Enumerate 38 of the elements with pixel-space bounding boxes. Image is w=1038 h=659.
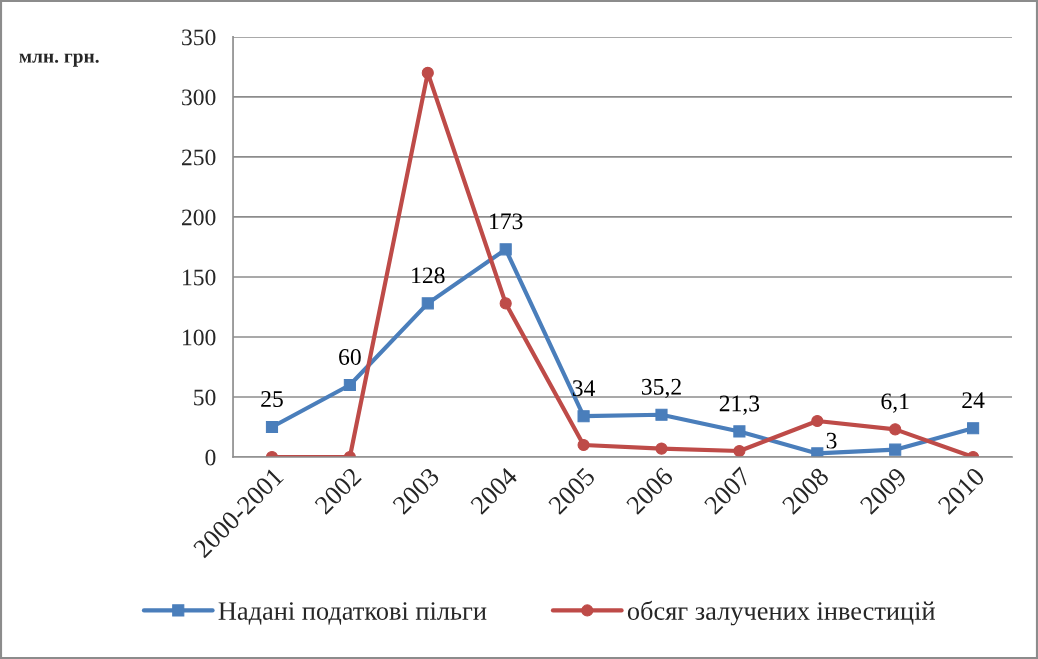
- y-tick-label: 0: [205, 449, 216, 466]
- point: [343, 378, 356, 392]
- point: [967, 422, 980, 435]
- point: [577, 438, 590, 452]
- y-tick-label: 300: [182, 89, 216, 106]
- y-tick-label: 200: [181, 209, 216, 226]
- point: [811, 447, 824, 458]
- legend-label: Надані податкові пільги: [218, 602, 487, 625]
- data-label: 24: [962, 392, 985, 408]
- y-tick-label: 250: [181, 149, 216, 166]
- point: [655, 408, 668, 421]
- y-tick-label: 50: [194, 389, 216, 406]
- data-label: 3: [826, 432, 837, 449]
- point: [655, 442, 668, 455]
- data-label: 35,2: [641, 378, 681, 399]
- point: [889, 423, 902, 436]
- data-label: 6,1: [881, 393, 909, 413]
- point: [499, 243, 512, 256]
- point: [421, 66, 434, 79]
- data-label: 21,3: [719, 395, 760, 415]
- point: [421, 297, 434, 310]
- data-label: 60: [339, 348, 361, 365]
- legend-label: обсяг залучених інвестицій: [627, 600, 935, 626]
- point: [889, 443, 902, 456]
- point: [577, 410, 590, 423]
- data-label: 34: [572, 380, 596, 397]
- y-tick-label: 350: [182, 29, 216, 46]
- point: [733, 444, 746, 458]
- point: [733, 425, 746, 438]
- point: [811, 414, 824, 428]
- data-label: 128: [412, 267, 445, 284]
- y-tick-label: 150: [183, 269, 216, 286]
- y-tick-label: 100: [183, 329, 216, 346]
- point: [265, 420, 279, 434]
- y-axis-title: млн. грн.: [19, 53, 99, 67]
- data-label: 173: [490, 213, 523, 230]
- point: [499, 297, 512, 310]
- data-label: 25: [261, 391, 283, 407]
